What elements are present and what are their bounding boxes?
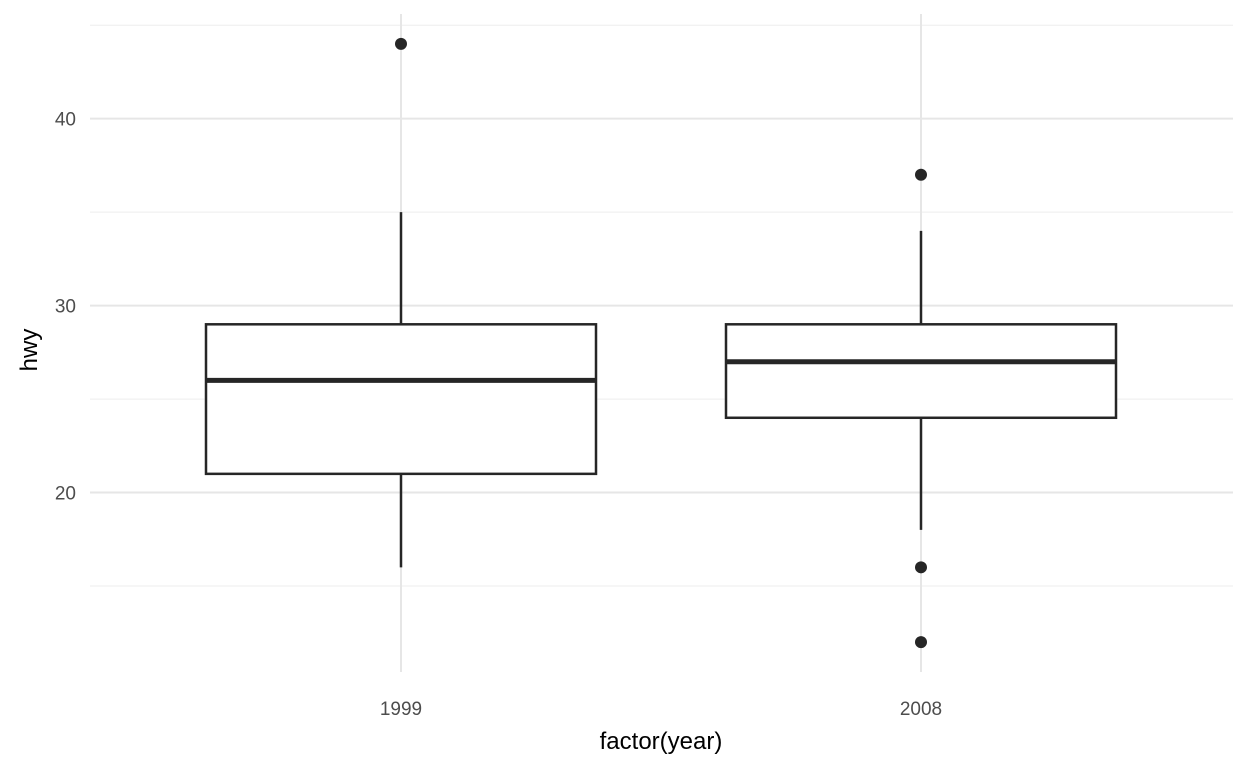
y-axis-title: hwy bbox=[16, 329, 43, 372]
outlier-point bbox=[915, 168, 927, 181]
x-axis-title: factor(year) bbox=[600, 728, 723, 755]
outlier-point bbox=[915, 561, 927, 574]
x-tick-labels: 1999 2008 bbox=[380, 699, 942, 720]
y-tick-labels: 20 30 40 bbox=[55, 110, 76, 505]
outlier-point bbox=[915, 636, 927, 649]
box-2008 bbox=[724, 168, 1118, 649]
boxes bbox=[204, 37, 1118, 649]
x-tick-label: 2008 bbox=[900, 699, 942, 720]
box-iqr bbox=[724, 323, 1118, 420]
box-iqr bbox=[204, 323, 598, 476]
y-tick-label: 40 bbox=[55, 110, 76, 131]
outlier-point bbox=[395, 37, 407, 50]
y-tick-label: 30 bbox=[55, 297, 76, 318]
x-tick-label: 1999 bbox=[380, 699, 422, 720]
y-tick-label: 20 bbox=[55, 484, 76, 505]
box-1999 bbox=[204, 37, 598, 568]
